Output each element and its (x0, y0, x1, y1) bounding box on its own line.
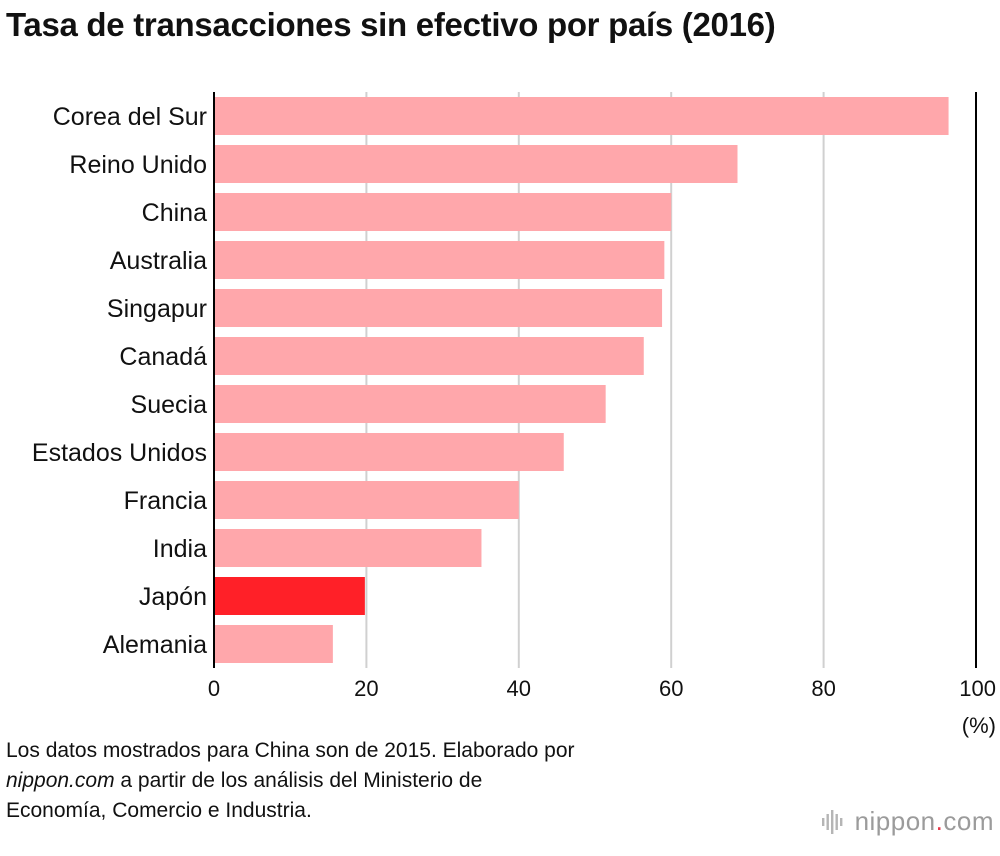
footnote-line-3: Economía, Comercio e Industria. (6, 799, 312, 822)
sound-wave-icon (821, 809, 842, 834)
category-label-suecia: Suecia (131, 391, 208, 419)
x-tick-label-60: 60 (659, 676, 683, 700)
category-labels: Corea del Sur Reino Unido China Australia Si… (32, 103, 207, 659)
bar-canada (214, 337, 644, 375)
bar-reino-unido (214, 145, 738, 183)
axes: 0 20 40 60 80 100 (208, 92, 996, 700)
footnote-line-1: Los datos mostrados para China son de 20… (6, 739, 575, 762)
x-axis-unit-label: (%) (961, 713, 996, 738)
x-tick-label-20: 20 (354, 676, 378, 700)
footnote-line-2: a partir de los análisis del Ministerio … (114, 769, 483, 792)
bar-alemania (214, 625, 333, 663)
footnote-source-site: nippon.com (6, 769, 115, 792)
x-tick-label-40: 40 (507, 676, 531, 700)
category-label-estados-unidos: Estados Unidos (32, 439, 207, 467)
x-tick-label-100: 100 (959, 676, 996, 700)
category-label-canada: Canadá (119, 343, 207, 371)
bars (214, 97, 949, 663)
category-label-india: India (153, 535, 207, 563)
logo-name: nippon (854, 806, 936, 836)
bar-china (214, 193, 672, 231)
logo-suffix: com (943, 806, 994, 836)
nippon-logo: nippon.com (821, 806, 994, 837)
bar-estados-unidos (214, 433, 564, 471)
category-label-alemania: Alemania (103, 631, 207, 659)
category-label-japon: Japón (139, 583, 207, 611)
category-label-francia: Francia (124, 487, 207, 515)
gridlines (365, 92, 825, 668)
bar-india (214, 529, 482, 567)
chart-title: Tasa de transacciones sin efectivo por p… (6, 6, 776, 43)
category-label-singapur: Singapur (107, 295, 207, 323)
logo-dot: . (935, 806, 944, 836)
bar-chart: 0 20 40 60 80 100 Corea del Sur Reino Unido Chi… (32, 92, 996, 700)
bar-japon (214, 577, 365, 615)
bar-corea-del-sur (214, 97, 949, 135)
category-label-reino-unido: Reino Unido (69, 151, 207, 179)
footnote: Los datos mostrados para China son de 20… (6, 736, 766, 826)
category-label-australia: Australia (110, 247, 207, 275)
x-tick-label-80: 80 (811, 676, 835, 700)
category-label-china: China (142, 199, 207, 227)
bar-suecia (214, 385, 606, 423)
x-tick-label-0: 0 (208, 676, 220, 700)
bar-australia (214, 241, 665, 279)
category-label-corea-del-sur: Corea del Sur (53, 103, 207, 131)
bar-singapur (214, 289, 663, 327)
bar-francia (214, 481, 519, 519)
